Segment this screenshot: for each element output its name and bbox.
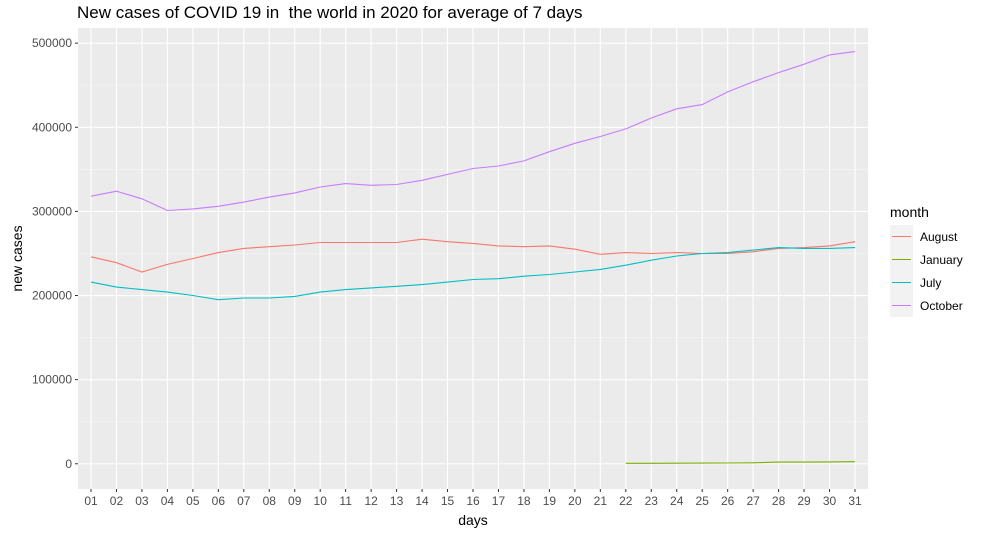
y-tick-label: 300000: [32, 204, 72, 218]
x-tick-label: 21: [594, 494, 608, 508]
x-tick-label: 03: [135, 494, 149, 508]
x-tick-label: 09: [288, 494, 302, 508]
x-tick-label: 13: [390, 494, 404, 508]
x-tick-label: 28: [772, 494, 786, 508]
x-tick-label: 27: [746, 494, 760, 508]
x-axis-title: days: [458, 512, 488, 528]
y-tick-label: 400000: [32, 120, 72, 134]
series-line-january: [625, 461, 856, 464]
series-lines: [90, 51, 856, 464]
x-tick-label: 15: [441, 494, 455, 508]
x-tick-label: 05: [186, 494, 200, 508]
legend: month August January July October: [890, 204, 963, 317]
legend-label: July: [920, 276, 941, 290]
x-tick-label: 19: [543, 494, 557, 508]
x-tick-label: 26: [721, 494, 735, 508]
x-tick-label: 06: [212, 494, 226, 508]
y-tick-label: 0: [65, 457, 72, 471]
major-gridlines: [78, 28, 868, 489]
x-tick-label: 12: [364, 494, 378, 508]
series-line-august: [90, 238, 856, 273]
legend-item-october: October: [890, 294, 963, 317]
x-tick-label: 31: [848, 494, 862, 508]
legend-item-january: January: [890, 248, 963, 271]
x-tick-label: 14: [415, 494, 429, 508]
x-tick-label: 17: [492, 494, 506, 508]
x-tick-label: 29: [797, 494, 811, 508]
x-tick-label: 23: [645, 494, 659, 508]
chart-title: New cases of COVID 19 in the world in 20…: [77, 3, 583, 22]
legend-label: August: [920, 230, 958, 244]
x-axis: 01 02 03 04 05 06 07 08 09 10 11 12 13 14 15 16 17 18 19 20…: [84, 489, 862, 508]
x-tick-label: 24: [670, 494, 684, 508]
x-tick-label: 30: [823, 494, 837, 508]
y-axis-title: new cases: [9, 225, 25, 291]
legend-item-july: July: [890, 271, 941, 294]
x-tick-label: 02: [110, 494, 124, 508]
legend-label: October: [920, 299, 963, 313]
x-tick-label: 11: [339, 494, 352, 508]
series-line-july: [90, 247, 856, 301]
legend-item-august: August: [890, 225, 958, 248]
x-tick-label: 22: [619, 494, 633, 508]
legend-title: month: [890, 204, 929, 220]
x-tick-label: 01: [84, 494, 98, 508]
x-tick-label: 08: [263, 494, 277, 508]
y-axis: 0 100000 200000 300000 400000 500000: [32, 36, 78, 471]
x-tick-label: 16: [466, 494, 480, 508]
x-tick-label: 18: [517, 494, 531, 508]
legend-label: January: [920, 253, 963, 267]
y-tick-label: 200000: [32, 289, 72, 303]
x-tick-label: 20: [568, 494, 582, 508]
x-tick-label: 04: [161, 494, 175, 508]
series-line-october: [90, 51, 856, 212]
x-tick-label: 10: [314, 494, 328, 508]
y-tick-label: 100000: [32, 373, 72, 387]
x-tick-label: 25: [696, 494, 710, 508]
y-tick-label: 500000: [32, 36, 72, 50]
x-tick-label: 07: [237, 494, 251, 508]
